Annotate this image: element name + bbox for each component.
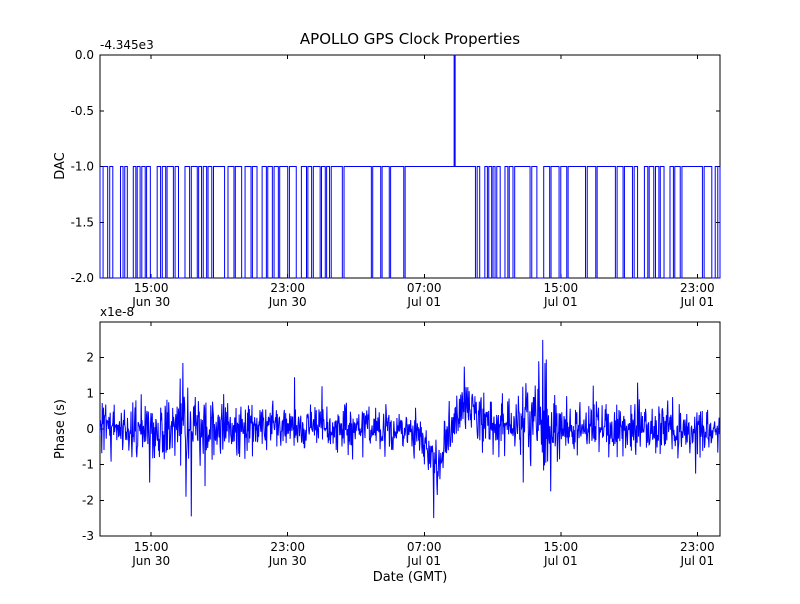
- bottom-ytick-label: -1: [82, 458, 94, 472]
- bottom-ytick-label: -3: [82, 529, 94, 543]
- bottom-xtick-date: Jun 30: [268, 554, 307, 568]
- bottom-xtick-time: 23:00: [270, 540, 305, 554]
- bottom-xtick-time: 23:00: [680, 540, 715, 554]
- bottom-xtick-time: 07:00: [407, 540, 442, 554]
- top-xtick-date: Jul 01: [680, 295, 715, 309]
- dac-series-line: [99, 54, 721, 279]
- bottom-y-axis-label: Phase (s): [53, 399, 68, 459]
- bottom-ytick-label: 2: [86, 351, 94, 365]
- chart-title: APOLLO GPS Clock Properties: [300, 30, 520, 48]
- top-xtick-date: Jun 30: [131, 295, 170, 309]
- series-group: [99, 54, 721, 519]
- top-xtick-time: 23:00: [270, 281, 305, 295]
- top-xtick-time: 15:00: [134, 281, 169, 295]
- bottom-ytick-label: 1: [86, 386, 94, 400]
- bottom-ytick-label: 0: [86, 422, 94, 436]
- x-axis-label: Date (GMT): [373, 570, 448, 585]
- bottom-xtick-date: Jul 01: [406, 554, 441, 568]
- bottom-ytick-label: -2: [82, 493, 94, 507]
- top-ytick-label: -1.5: [71, 215, 94, 229]
- bottom-xtick-time: 15:00: [544, 540, 579, 554]
- top-ytick-label: -1.0: [71, 160, 94, 174]
- top-xtick-date: Jul 01: [543, 295, 578, 309]
- top-xtick-time: 23:00: [680, 281, 715, 295]
- bottom-xtick-time: 15:00: [134, 540, 169, 554]
- top-y-axis-label: DAC: [53, 152, 68, 180]
- bottom-scale-label: x1e-8: [100, 305, 134, 319]
- bottom-xtick-date: Jul 01: [543, 554, 578, 568]
- phase-series-line: [99, 339, 721, 519]
- top-xtick-time: 07:00: [407, 281, 442, 295]
- top-ytick-label: -0.5: [71, 104, 94, 118]
- top-xtick-date: Jun 30: [268, 295, 307, 309]
- top-ytick-label: 0.0: [75, 48, 94, 62]
- top-xtick-date: Jul 01: [406, 295, 441, 309]
- bottom-xtick-date: Jul 01: [680, 554, 715, 568]
- top-ytick-label: -2.0: [71, 271, 94, 285]
- top-xtick-time: 15:00: [544, 281, 579, 295]
- bottom-xtick-date: Jun 30: [131, 554, 170, 568]
- top-y-offset-label: -4.345e3: [100, 38, 154, 52]
